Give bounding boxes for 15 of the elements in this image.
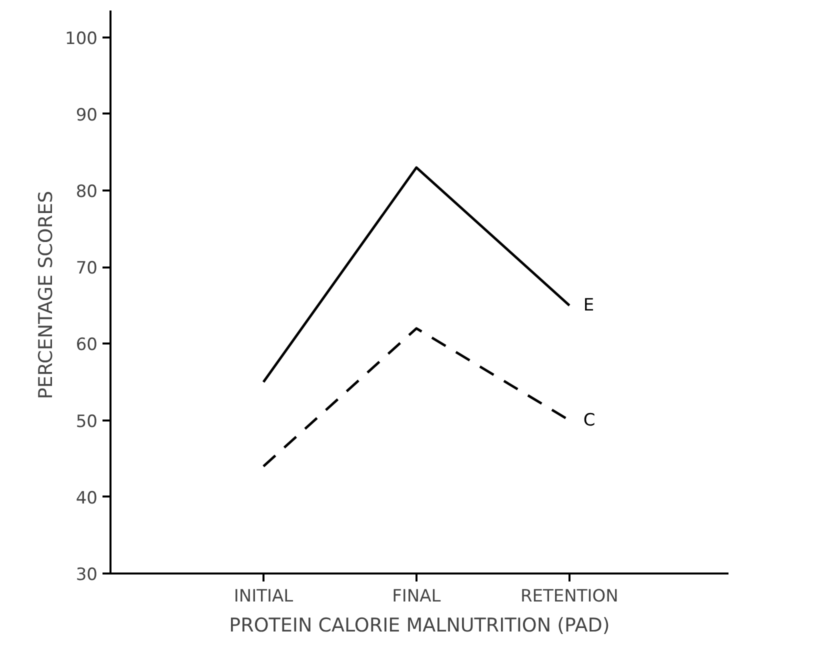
y-tick-label: 50 bbox=[76, 412, 98, 432]
series-label: E bbox=[583, 295, 594, 316]
y-tick-label: 90 bbox=[76, 105, 98, 126]
y-tick-label: 30 bbox=[76, 565, 98, 585]
y-tick-label: 80 bbox=[76, 182, 98, 202]
y-tick-label: 70 bbox=[76, 258, 98, 279]
y-tick-label: 40 bbox=[76, 488, 98, 508]
x-axis-title: PROTEIN CALORIE MALNUTRITION (PAD) bbox=[229, 614, 610, 636]
y-tick-label: 60 bbox=[76, 335, 98, 356]
x-tick-label: INITIAL bbox=[234, 586, 294, 606]
x-tick-label: RETENTION bbox=[520, 586, 618, 606]
series-label: C bbox=[583, 410, 596, 430]
x-tick-label: FINAL bbox=[392, 586, 442, 606]
y-tick-label: 100 bbox=[65, 28, 98, 49]
y-axis-title: PERCENTAGE SCORES bbox=[35, 190, 58, 400]
